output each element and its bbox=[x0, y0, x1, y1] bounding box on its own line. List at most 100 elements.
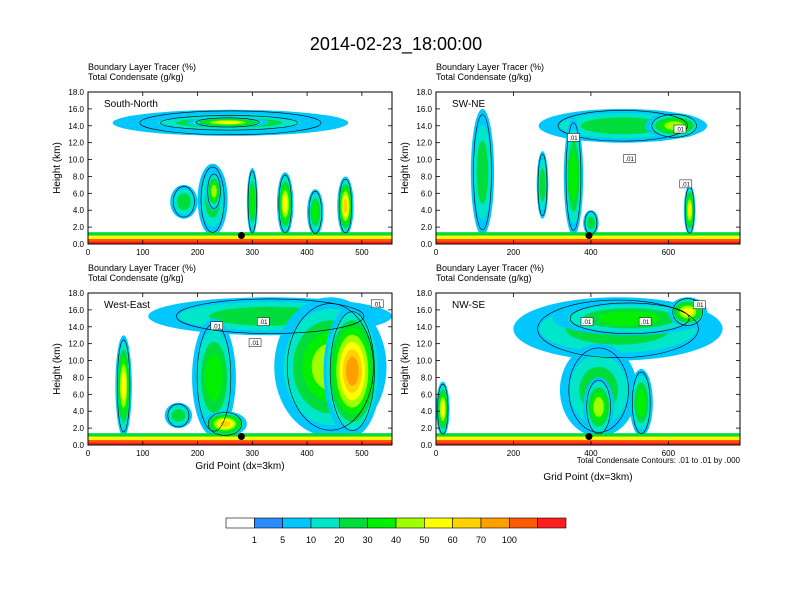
colorbar-label: 40 bbox=[391, 535, 401, 545]
panel-west-east: Boundary Layer Tracer (%)Total Condensat… bbox=[52, 263, 393, 472]
y-tick-label: 8.0 bbox=[421, 373, 433, 382]
tracer-feature bbox=[312, 203, 319, 222]
x-tick-label: 400 bbox=[584, 248, 598, 257]
y-tick-label: 0.0 bbox=[421, 240, 433, 249]
condensate-contour bbox=[247, 170, 257, 233]
condensate-contour bbox=[278, 174, 292, 233]
condensate-contour bbox=[565, 122, 582, 231]
colorbar-swatch bbox=[367, 517, 397, 529]
contour-label: .01 bbox=[259, 320, 268, 326]
y-tick-label: 16.0 bbox=[68, 105, 84, 114]
tracer-feature bbox=[593, 397, 604, 417]
panel-subtitle-condensate: Total Condensate (g/kg) bbox=[436, 273, 532, 283]
y-tick-label: 18.0 bbox=[68, 88, 84, 97]
colorbar-label: 60 bbox=[448, 535, 458, 545]
contour-label: .01 bbox=[583, 320, 592, 326]
contour-label-box bbox=[370, 299, 384, 309]
contour-label: .01 bbox=[373, 302, 382, 308]
contour-label-box bbox=[679, 179, 693, 189]
panel-nw-se: Boundary Layer Tracer (%)Total Condensat… bbox=[400, 263, 741, 483]
colorbar-label: 30 bbox=[363, 535, 373, 545]
tracer-feature bbox=[121, 371, 126, 401]
y-tick-label: 2.0 bbox=[73, 424, 85, 433]
x-tick-label: 200 bbox=[507, 449, 521, 458]
y-tick-label: 16.0 bbox=[416, 105, 432, 114]
colorbar-label: 70 bbox=[476, 535, 486, 545]
y-tick-label: 10.0 bbox=[68, 156, 84, 165]
contour-footnote: Total Condensate Contours: .01 to .01 by… bbox=[577, 456, 741, 465]
contour-label: .01 bbox=[569, 136, 578, 142]
condensate-contour bbox=[338, 178, 353, 234]
x-axis-label: Grid Point (dx=3km) bbox=[543, 472, 632, 483]
y-tick-label: 14.0 bbox=[416, 122, 432, 131]
y-tick-label: 8.0 bbox=[73, 373, 85, 382]
tracer-feature bbox=[177, 193, 191, 211]
contour-label-box bbox=[638, 317, 652, 326]
contour-label: .01 bbox=[641, 320, 650, 326]
condensate-contour bbox=[200, 166, 225, 233]
y-tick-label: 16.0 bbox=[68, 306, 84, 315]
y-axis-label: Height (km) bbox=[400, 343, 411, 395]
contour-label: .01 bbox=[676, 128, 685, 134]
y-tick-label: 6.0 bbox=[421, 390, 433, 399]
panel-label: SW-NE bbox=[452, 99, 485, 110]
panel-subtitle-tracer: Boundary Layer Tracer (%) bbox=[436, 62, 544, 72]
tracer-feature bbox=[205, 353, 223, 402]
colorbar: 1 5 10 20 30 40 50 60 70 100 bbox=[225, 517, 567, 545]
panel-label: NW-SE bbox=[452, 300, 485, 311]
tracer-feature bbox=[636, 389, 646, 417]
y-tick-label: 18.0 bbox=[68, 289, 84, 298]
y-tick-label: 10.0 bbox=[416, 156, 432, 165]
y-tick-label: 12.0 bbox=[416, 340, 432, 349]
condensate-contour bbox=[537, 153, 548, 216]
station-marker bbox=[585, 232, 593, 240]
x-tick-label: 600 bbox=[662, 449, 676, 458]
contour-label: .01 bbox=[682, 182, 691, 188]
panel-frame bbox=[87, 91, 393, 245]
y-tick-label: 14.0 bbox=[68, 323, 84, 332]
station-marker bbox=[237, 433, 245, 441]
colorbar-label: 20 bbox=[334, 535, 344, 545]
panel-field bbox=[88, 92, 392, 244]
condensate-contour bbox=[176, 298, 365, 334]
x-tick-label: 200 bbox=[191, 248, 205, 257]
panels-group: Boundary Layer Tracer (%)Total Condensat… bbox=[52, 62, 741, 483]
x-tick-label: 200 bbox=[507, 248, 521, 257]
panel-subtitle-tracer: Boundary Layer Tracer (%) bbox=[88, 62, 196, 72]
y-tick-label: 18.0 bbox=[416, 88, 432, 97]
condensate-contour bbox=[286, 303, 374, 431]
tracer-feature bbox=[219, 420, 231, 428]
y-tick-label: 4.0 bbox=[73, 407, 85, 416]
y-tick-label: 10.0 bbox=[416, 357, 432, 366]
panel-subtitle-tracer: Boundary Layer Tracer (%) bbox=[436, 263, 544, 273]
y-tick-label: 12.0 bbox=[416, 139, 432, 148]
panel-frame bbox=[87, 292, 393, 446]
colorbar-swatch bbox=[537, 517, 567, 529]
panel-subtitle-condensate: Total Condensate (g/kg) bbox=[88, 72, 184, 82]
boundary-layer-band bbox=[88, 241, 392, 244]
y-tick-label: 2.0 bbox=[421, 223, 433, 232]
x-tick-label: 200 bbox=[191, 449, 205, 458]
tracer-feature bbox=[211, 184, 217, 198]
tracer-feature bbox=[343, 198, 348, 214]
colorbar-swatch bbox=[310, 517, 340, 529]
panel-frame bbox=[435, 292, 741, 446]
panel-field bbox=[436, 92, 740, 244]
y-axis-label: Height (km) bbox=[400, 142, 411, 194]
y-tick-label: 14.0 bbox=[68, 122, 84, 131]
tracer-feature bbox=[440, 401, 445, 417]
tracer-feature bbox=[215, 120, 240, 124]
y-tick-label: 0.0 bbox=[73, 441, 85, 450]
tracer-feature bbox=[682, 307, 694, 317]
tracer-feature bbox=[476, 140, 489, 204]
tracer-feature bbox=[687, 202, 692, 218]
y-tick-label: 4.0 bbox=[73, 206, 85, 215]
panel-subtitle-tracer: Boundary Layer Tracer (%) bbox=[88, 263, 196, 273]
condensate-contour bbox=[195, 117, 260, 128]
x-axis-label: Grid Point (dx=3km) bbox=[195, 461, 284, 472]
y-tick-label: 12.0 bbox=[68, 139, 84, 148]
condensate-contour bbox=[651, 113, 697, 138]
condensate-contour bbox=[139, 110, 322, 136]
panel-sw-ne: Boundary Layer Tracer (%)Total Condensat… bbox=[400, 62, 741, 257]
x-tick-label: 100 bbox=[136, 248, 150, 257]
